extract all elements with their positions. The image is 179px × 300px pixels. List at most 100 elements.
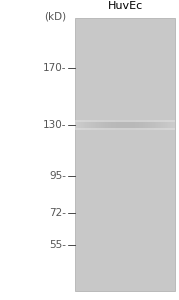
Bar [88, 122, 89, 128]
Bar [98, 120, 99, 122]
Bar [127, 122, 128, 128]
Bar [135, 128, 136, 130]
Bar [137, 128, 138, 130]
Bar [143, 122, 144, 128]
Bar [139, 128, 140, 130]
Bar [96, 122, 97, 128]
Bar [82, 122, 83, 128]
Bar [85, 122, 86, 128]
Bar [169, 122, 170, 128]
Bar [106, 128, 107, 130]
Bar [164, 120, 165, 122]
Bar [130, 120, 131, 122]
Bar [128, 122, 129, 128]
Bar [170, 128, 171, 130]
Bar [123, 120, 124, 122]
Bar [131, 122, 132, 128]
Bar [89, 120, 90, 122]
Bar [143, 128, 144, 130]
Bar [138, 122, 139, 128]
Bar [135, 120, 136, 122]
Bar [119, 128, 120, 130]
Bar [78, 120, 79, 122]
Bar [86, 120, 87, 122]
Bar [88, 128, 89, 130]
Bar [167, 120, 168, 122]
Bar [120, 128, 121, 130]
Bar [160, 120, 161, 122]
Bar [168, 120, 169, 122]
Bar [158, 120, 159, 122]
Bar [130, 122, 131, 128]
Bar [169, 120, 170, 122]
Bar [91, 120, 92, 122]
Bar [87, 122, 88, 128]
Bar [114, 120, 115, 122]
Text: 72-: 72- [49, 208, 66, 218]
Text: (kD): (kD) [44, 12, 66, 22]
Bar [96, 128, 97, 130]
Bar [105, 128, 106, 130]
Bar [117, 128, 118, 130]
Bar [90, 120, 91, 122]
Bar [162, 122, 163, 128]
Text: HuvEc: HuvEc [108, 2, 143, 11]
Bar [99, 128, 100, 130]
Bar [141, 122, 142, 128]
Bar [111, 122, 112, 128]
Bar [153, 128, 154, 130]
Bar [148, 128, 149, 130]
Bar [144, 122, 145, 128]
Bar [115, 128, 116, 130]
Bar [146, 122, 147, 128]
Bar [157, 120, 158, 122]
Bar [149, 122, 150, 128]
Bar [173, 128, 174, 130]
Bar [92, 122, 93, 128]
Bar [172, 128, 173, 130]
Bar [155, 128, 156, 130]
Bar [113, 120, 114, 122]
Bar [125, 128, 126, 130]
Bar [113, 122, 114, 128]
Bar [144, 128, 145, 130]
Bar [95, 122, 96, 128]
Bar [117, 122, 118, 128]
Bar [84, 128, 85, 130]
Bar [101, 128, 102, 130]
Bar [170, 120, 171, 122]
Bar [105, 122, 106, 128]
Bar [137, 122, 138, 128]
Bar [140, 120, 141, 122]
Bar [145, 128, 146, 130]
Bar [83, 128, 84, 130]
Bar [123, 122, 124, 128]
Bar [106, 120, 107, 122]
Bar [122, 120, 123, 122]
Bar [90, 128, 91, 130]
Bar [100, 128, 101, 130]
Bar [102, 120, 103, 122]
Bar [80, 122, 81, 128]
Bar [104, 128, 105, 130]
Bar [93, 120, 94, 122]
Bar [146, 128, 147, 130]
Bar [157, 122, 158, 128]
Bar [157, 128, 158, 130]
Bar [131, 128, 132, 130]
Bar [113, 128, 114, 130]
Bar [75, 128, 76, 130]
Bar [100, 122, 101, 128]
Bar [96, 120, 97, 122]
Bar [77, 120, 78, 122]
Bar [91, 128, 92, 130]
Bar [128, 128, 129, 130]
Bar [143, 120, 144, 122]
Bar [172, 122, 173, 128]
Bar [77, 128, 78, 130]
Bar [89, 128, 90, 130]
Bar [80, 120, 81, 122]
Text: 55-: 55- [49, 240, 66, 250]
Bar [129, 120, 130, 122]
Bar [122, 122, 123, 128]
